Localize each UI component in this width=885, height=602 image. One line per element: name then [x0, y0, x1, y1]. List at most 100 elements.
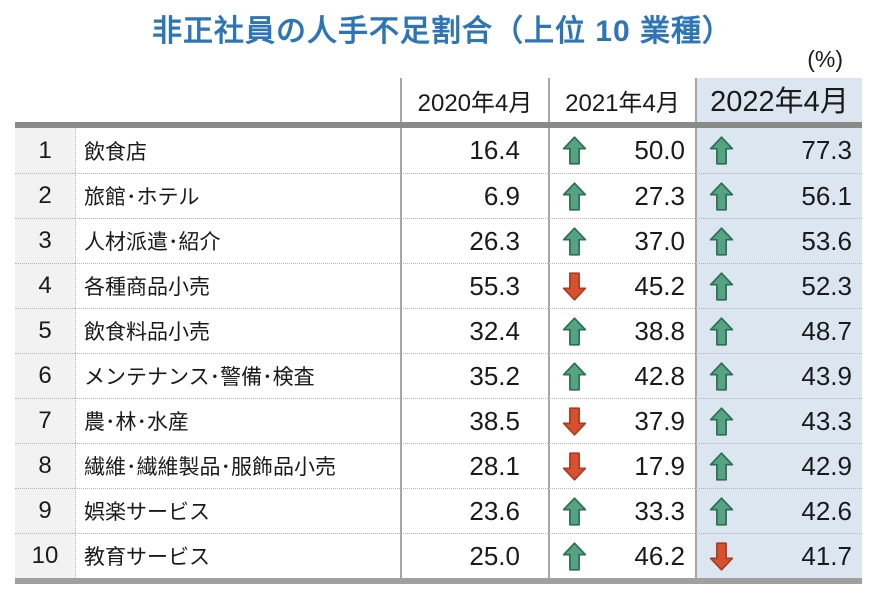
arrow-up-icon — [709, 406, 735, 436]
table-top-rule — [15, 122, 862, 128]
value-2021: 42.8 — [634, 360, 685, 391]
value-2021-cell: 37.9 — [548, 398, 695, 443]
rank-cell: 1 — [15, 128, 75, 173]
table-row: 7 農･林･水産 38.5 37.9 43.3 — [15, 398, 862, 443]
unit-label: (%) — [807, 46, 843, 72]
arrow-up-icon — [709, 361, 735, 391]
arrow-up-icon — [709, 136, 735, 165]
rank-cell: 5 — [15, 308, 75, 353]
arrow-up-icon — [562, 316, 588, 346]
value-2020-cell: 25.0 — [400, 533, 548, 578]
value-2020-cell: 28.1 — [400, 443, 548, 488]
value-2020-cell: 6.9 — [400, 173, 548, 218]
arrow-up-icon — [709, 226, 735, 256]
arrow-up-icon — [562, 136, 588, 165]
value-2022-cell: 52.3 — [695, 263, 862, 308]
arrow-up-icon — [709, 316, 735, 346]
value-2022: 41.7 — [801, 540, 852, 571]
value-2021-cell: 17.9 — [548, 443, 695, 488]
rank-cell: 7 — [15, 398, 75, 443]
arrow-up-icon — [562, 361, 588, 391]
value-2022-cell: 43.9 — [695, 353, 862, 398]
rank-cell: 3 — [15, 218, 75, 263]
value-2022-cell: 42.6 — [695, 488, 862, 533]
header-spacer-rank — [15, 78, 75, 122]
rank-cell: 6 — [15, 353, 75, 398]
arrow-up-icon — [709, 181, 735, 211]
table-header-row: 2020年4月 2021年4月 2022年4月 — [15, 78, 862, 122]
industry-cell: 旅館･ホテル — [75, 173, 400, 218]
value-2022: 53.6 — [801, 225, 852, 256]
value-2021-cell: 50.0 — [548, 128, 695, 173]
value-2021: 27.3 — [634, 180, 685, 211]
value-2021: 38.8 — [634, 315, 685, 346]
industry-cell: 繊維･繊維製品･服飾品小売 — [75, 443, 400, 488]
value-2022: 56.1 — [801, 180, 852, 211]
value-2020: 28.1 — [469, 450, 520, 481]
table-row: 5 飲食料品小売 32.4 38.8 48.7 — [15, 308, 862, 353]
page-title: 非正社員の人手不足割合（上位 10 業種） — [151, 15, 734, 48]
arrow-down-icon — [562, 271, 588, 301]
value-2021-cell: 38.8 — [548, 308, 695, 353]
table-row: 6 メンテナンス･警備･検査 35.2 42.8 43.9 — [15, 353, 862, 398]
column-header-2021: 2021年4月 — [548, 78, 695, 122]
value-2021: 37.9 — [634, 405, 685, 436]
value-2022: 77.3 — [801, 135, 852, 165]
value-2021-cell: 45.2 — [548, 263, 695, 308]
arrow-down-icon — [562, 406, 588, 436]
value-2020-cell: 55.3 — [400, 263, 548, 308]
rank-cell: 8 — [15, 443, 75, 488]
column-header-2020: 2020年4月 — [400, 78, 548, 122]
table-row: 9 娯楽サービス 23.6 33.3 42.6 — [15, 488, 862, 533]
value-2022: 42.6 — [801, 495, 852, 526]
value-2020: 16.4 — [469, 135, 520, 165]
arrow-up-icon — [709, 496, 735, 526]
value-2021-cell: 33.3 — [548, 488, 695, 533]
value-2022-cell: 42.9 — [695, 443, 862, 488]
arrow-down-icon — [709, 541, 735, 571]
value-2022-cell: 77.3 — [695, 128, 862, 173]
value-2020: 38.5 — [469, 405, 520, 436]
value-2020-cell: 23.6 — [400, 488, 548, 533]
value-2022: 42.9 — [801, 450, 852, 481]
value-2022: 43.9 — [801, 360, 852, 391]
value-2021-cell: 27.3 — [548, 173, 695, 218]
value-2021: 46.2 — [634, 540, 685, 571]
value-2022-cell: 48.7 — [695, 308, 862, 353]
value-2021: 50.0 — [634, 135, 685, 165]
value-2021: 37.0 — [634, 225, 685, 256]
table-row: 4 各種商品小売 55.3 45.2 52.3 — [15, 263, 862, 308]
value-2020: 6.9 — [483, 180, 520, 211]
arrow-up-icon — [562, 226, 588, 256]
value-2020-cell: 32.4 — [400, 308, 548, 353]
value-2022: 43.3 — [801, 405, 852, 436]
value-2020: 25.0 — [469, 540, 520, 571]
value-2021-cell: 46.2 — [548, 533, 695, 578]
rank-cell: 4 — [15, 263, 75, 308]
table-bottom-rule — [15, 578, 862, 584]
table-row: 2 旅館･ホテル 6.9 27.3 56.1 — [15, 173, 862, 218]
rank-cell: 9 — [15, 488, 75, 533]
industry-cell: 教育サービス — [75, 533, 400, 578]
industry-cell: メンテナンス･警備･検査 — [75, 353, 400, 398]
industry-cell: 飲食料品小売 — [75, 308, 400, 353]
industry-cell: 各種商品小売 — [75, 263, 400, 308]
value-2021: 33.3 — [634, 495, 685, 526]
table-row: 3 人材派遣･紹介 26.3 37.0 53.6 — [15, 218, 862, 263]
value-2022: 48.7 — [801, 315, 852, 346]
table-row: 8 繊維･繊維製品･服飾品小売 28.1 17.9 42.9 — [15, 443, 862, 488]
value-2022-cell: 53.6 — [695, 218, 862, 263]
table-row: 10 教育サービス 25.0 46.2 41.7 — [15, 533, 862, 578]
value-2020: 35.2 — [469, 360, 520, 391]
header-spacer-industry — [75, 78, 400, 122]
arrow-up-icon — [562, 496, 588, 526]
rank-cell: 10 — [15, 533, 75, 578]
industry-cell: 農･林･水産 — [75, 398, 400, 443]
value-2020-cell: 35.2 — [400, 353, 548, 398]
value-2022-cell: 56.1 — [695, 173, 862, 218]
arrow-down-icon — [562, 451, 588, 481]
value-2020-cell: 16.4 — [400, 128, 548, 173]
shortage-table: 2020年4月 2021年4月 2022年4月 1 飲食店 16.4 50.0 … — [15, 78, 862, 584]
table-body: 1 飲食店 16.4 50.0 77.3 2 旅館･ホテル 6.9 27.3 5… — [15, 128, 862, 578]
